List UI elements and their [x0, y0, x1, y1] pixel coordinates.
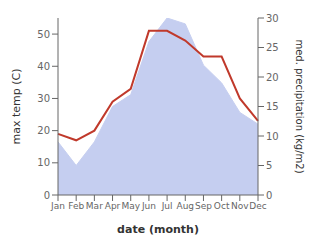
svg-text:40: 40 [37, 61, 50, 72]
svg-text:Mar: Mar [86, 201, 103, 211]
svg-text:20: 20 [266, 72, 279, 83]
svg-text:10: 10 [266, 131, 279, 142]
svg-text:30: 30 [37, 93, 50, 104]
svg-text:10: 10 [37, 157, 50, 168]
svg-text:Aug: Aug [176, 201, 194, 211]
svg-text:0: 0 [266, 190, 272, 201]
svg-text:0: 0 [44, 190, 50, 201]
svg-text:Apr: Apr [105, 201, 121, 211]
svg-text:Feb: Feb [68, 201, 84, 211]
svg-text:May: May [121, 201, 140, 211]
svg-text:Sep: Sep [195, 201, 212, 211]
svg-text:Oct: Oct [214, 201, 230, 211]
svg-text:15: 15 [266, 101, 279, 112]
svg-text:Nov: Nov [231, 201, 249, 211]
svg-text:Jan: Jan [50, 201, 65, 211]
svg-text:Jun: Jun [141, 201, 156, 211]
svg-text:med. precipitation (kg/m2): med. precipitation (kg/m2) [294, 39, 305, 173]
svg-text:20: 20 [37, 125, 50, 136]
svg-text:5: 5 [266, 160, 272, 171]
svg-text:Dec: Dec [249, 201, 266, 211]
svg-text:30: 30 [266, 13, 279, 24]
svg-text:max temp (C): max temp (C) [10, 68, 23, 144]
svg-text:25: 25 [266, 42, 279, 53]
svg-text:date (month): date (month) [117, 223, 199, 236]
svg-text:50: 50 [37, 29, 50, 40]
svg-text:Jul: Jul [161, 201, 173, 211]
